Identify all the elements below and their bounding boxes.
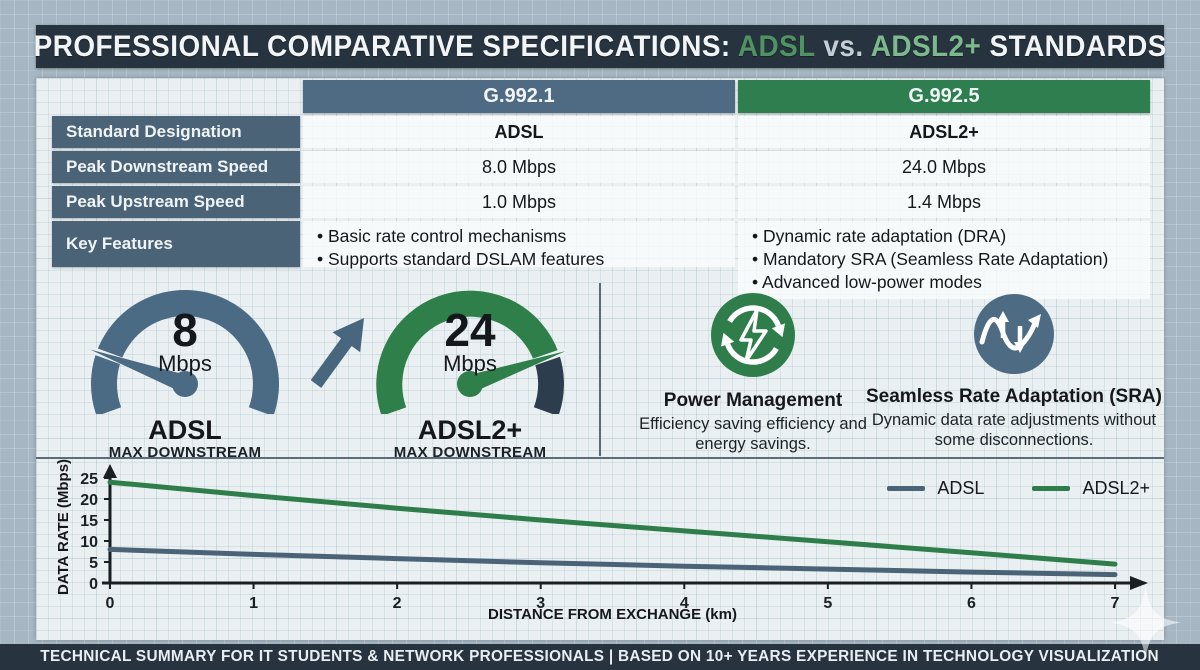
cell-features-adsl2: Dynamic rate adaptation (DRA) Mandatory …: [738, 221, 1150, 299]
feature-list-adsl: Basic rate control mechanisms Supports s…: [303, 221, 735, 275]
gauge-adsl2-unit: Mbps: [443, 351, 497, 376]
gauge-adsl2-sublabel: MAX DOWNSTREAM: [393, 444, 547, 461]
legend-label-adsl2: ADSL2+: [1082, 478, 1150, 498]
table-row: Peak Upstream Speed 1.0 Mbps 1.4 Mbps: [52, 186, 1150, 218]
feature-list-adsl2: Dynamic rate adaptation (DRA) Mandatory …: [738, 221, 1150, 298]
distance-rate-chart: DATA RATE (Mbps) 0 5 10 15 20 25 0 1 2 3 4 5 6 7 DIST…: [36, 458, 1164, 640]
title-prefix: PROFESSIONAL COMPARATIVE SPECIFICATIONS:: [33, 29, 738, 63]
gauge-adsl-value: 8 Mbps: [75, 304, 295, 376]
page-title: PROFESSIONAL COMPARATIVE SPECIFICATIONS:…: [33, 30, 1166, 64]
cell-upstream-adsl: 1.0 Mbps: [303, 186, 735, 218]
feature-item: Advanced low-power modes: [752, 271, 1140, 294]
legend-item-adsl: ADSL: [887, 478, 984, 499]
feature-title: Seamless Rate Adaptation (SRA): [866, 386, 1162, 407]
table-row: Standard Designation ADSL ADSL2+: [52, 116, 1150, 148]
speedometer-gauge-icon: [86, 289, 279, 414]
svg-text:3: 3: [536, 595, 545, 612]
feature-item: Basic rate control mechanisms: [317, 225, 725, 248]
chart-legend: ADSL ADSL2+: [887, 478, 1150, 499]
wave-rate-arrows-icon: [974, 294, 1054, 374]
power-recycle-bolt-icon: [711, 293, 795, 377]
gauge-adsl-unit: Mbps: [158, 351, 212, 376]
svg-text:5: 5: [823, 595, 832, 612]
svg-text:5: 5: [89, 555, 98, 572]
feature-sra: Seamless Rate Adaptation (SRA) Dynamic d…: [854, 292, 1174, 450]
svg-text:25: 25: [80, 471, 98, 488]
table-row-key-features: Key Features Basic rate control mechanis…: [52, 221, 1150, 299]
chart-y-axis-label: DATA RATE (Mbps): [55, 458, 72, 596]
table-header-row: G.992.1 G.992.5: [52, 80, 1150, 113]
row-label-peak-upstream: Peak Upstream Speed: [52, 186, 300, 218]
row-label-key-features: Key Features: [52, 221, 300, 267]
chart-x-axis-label: DISTANCE FROM EXCHANGE (km): [488, 606, 737, 623]
gauge-adsl-sublabel: MAX DOWNSTREAM: [108, 444, 262, 461]
table-row: Peak Downstream Speed 8.0 Mbps 24.0 Mbps: [52, 151, 1150, 183]
cell-upstream-adsl2: 1.4 Mbps: [738, 186, 1150, 218]
svg-text:0: 0: [106, 595, 115, 612]
title-suffix: STANDARDS: [981, 29, 1167, 63]
footer-bar: TECHNICAL SUMMARY FOR IT STUDENTS & NETW…: [0, 644, 1200, 670]
legend-label-adsl: ADSL: [937, 478, 985, 498]
gauge-adsl2-value: 24 Mbps: [360, 304, 580, 376]
title-bar: PROFESSIONAL COMPARATIVE SPECIFICATIONS:…: [33, 25, 1166, 68]
svg-text:20: 20: [80, 492, 98, 509]
svg-text:6: 6: [967, 595, 976, 612]
row-label-peak-downstream: Peak Downstream Speed: [52, 151, 300, 183]
spec-table: G.992.1 G.992.5 Standard Designation ADS…: [52, 80, 1150, 302]
cell-downstream-adsl: 8.0 Mbps: [303, 151, 735, 183]
footer-text: TECHNICAL SUMMARY FOR IT STUDENTS & NETW…: [40, 648, 1160, 665]
legend-item-adsl2: ADSL2+: [1032, 478, 1150, 499]
speedometer-gauge-icon: [376, 290, 570, 414]
col-header-g9921: G.992.1: [303, 80, 735, 113]
gauge-adsl2: 24 Mbps ADSL2+ MAX DOWNSTREAM: [360, 288, 580, 461]
feature-item: Supports standard DSLAM features: [317, 248, 725, 271]
gauge-adsl2-number: 24: [444, 304, 496, 356]
legend-swatch-adsl2: [1032, 486, 1071, 491]
gauge-adsl-label: ADSL: [148, 415, 222, 445]
svg-text:10: 10: [80, 534, 98, 551]
svg-text:4: 4: [680, 595, 689, 612]
svg-text:15: 15: [80, 513, 98, 530]
title-adsl: ADSL: [737, 29, 815, 63]
gauge-adsl-number: 8: [172, 304, 198, 356]
feature-item: Mandatory SRA (Seamless Rate Adaptation): [752, 248, 1140, 271]
cell-adsl2: ADSL2+: [738, 116, 1150, 148]
svg-text:1: 1: [249, 595, 258, 612]
feature-description: Efficiency saving efficiency and energy …: [639, 415, 867, 453]
vertical-divider: [599, 283, 601, 456]
legend-swatch-adsl: [887, 486, 926, 491]
title-adsl2: ADSL2+: [870, 29, 982, 63]
svg-text:2: 2: [393, 595, 402, 612]
svg-text:0: 0: [89, 576, 98, 593]
gauge-adsl: 8 Mbps ADSL MAX DOWNSTREAM: [75, 288, 295, 461]
feature-title: Power Management: [663, 390, 843, 411]
title-vs: vs.: [814, 29, 871, 63]
col-header-g9925: G.992.5: [738, 80, 1150, 113]
feature-item: Dynamic rate adaptation (DRA): [752, 225, 1140, 248]
row-label-standard-designation: Standard Designation: [52, 116, 300, 148]
gauge-adsl2-label: ADSL2+: [417, 415, 523, 445]
feature-power-management: Power Management Efficiency saving effic…: [628, 290, 878, 454]
horizontal-divider: [36, 457, 1164, 459]
cell-adsl: ADSL: [303, 116, 735, 148]
feature-description: Dynamic data rate adjustments without so…: [871, 411, 1157, 449]
content-panel: G.992.1 G.992.5 Standard Designation ADS…: [36, 78, 1164, 640]
cell-downstream-adsl2: 24.0 Mbps: [738, 151, 1150, 183]
cell-features-adsl: Basic rate control mechanisms Supports s…: [303, 221, 735, 269]
